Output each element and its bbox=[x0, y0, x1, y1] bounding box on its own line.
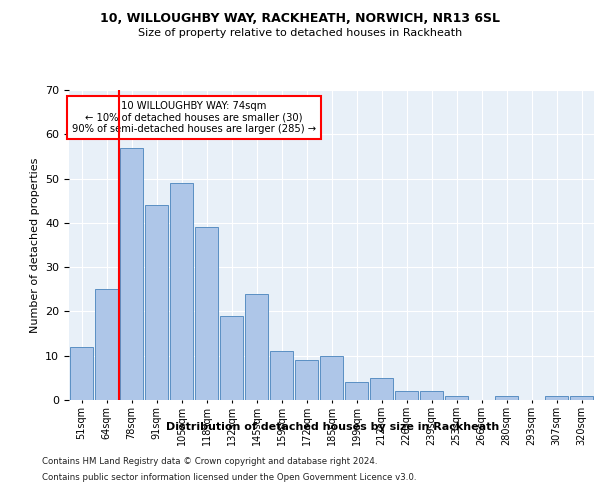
Y-axis label: Number of detached properties: Number of detached properties bbox=[29, 158, 40, 332]
Text: Contains HM Land Registry data © Crown copyright and database right 2024.: Contains HM Land Registry data © Crown c… bbox=[42, 458, 377, 466]
Bar bbox=[395, 391, 418, 400]
Bar bbox=[170, 183, 193, 400]
Bar bbox=[270, 352, 293, 400]
Text: 10 WILLOUGHBY WAY: 74sqm
← 10% of detached houses are smaller (30)
90% of semi-d: 10 WILLOUGHBY WAY: 74sqm ← 10% of detach… bbox=[72, 101, 316, 134]
Bar bbox=[320, 356, 343, 400]
Bar bbox=[345, 382, 368, 400]
Bar bbox=[545, 396, 568, 400]
Text: Size of property relative to detached houses in Rackheath: Size of property relative to detached ho… bbox=[138, 28, 462, 38]
Bar bbox=[220, 316, 243, 400]
Text: 10, WILLOUGHBY WAY, RACKHEATH, NORWICH, NR13 6SL: 10, WILLOUGHBY WAY, RACKHEATH, NORWICH, … bbox=[100, 12, 500, 26]
Text: Distribution of detached houses by size in Rackheath: Distribution of detached houses by size … bbox=[166, 422, 500, 432]
Bar bbox=[120, 148, 143, 400]
Bar bbox=[445, 396, 468, 400]
Bar bbox=[495, 396, 518, 400]
Bar bbox=[145, 205, 168, 400]
Bar bbox=[245, 294, 268, 400]
Bar bbox=[370, 378, 393, 400]
Text: Contains public sector information licensed under the Open Government Licence v3: Contains public sector information licen… bbox=[42, 472, 416, 482]
Bar bbox=[295, 360, 318, 400]
Bar bbox=[195, 228, 218, 400]
Bar bbox=[570, 396, 593, 400]
Bar bbox=[95, 290, 118, 400]
Bar bbox=[420, 391, 443, 400]
Bar bbox=[70, 347, 93, 400]
